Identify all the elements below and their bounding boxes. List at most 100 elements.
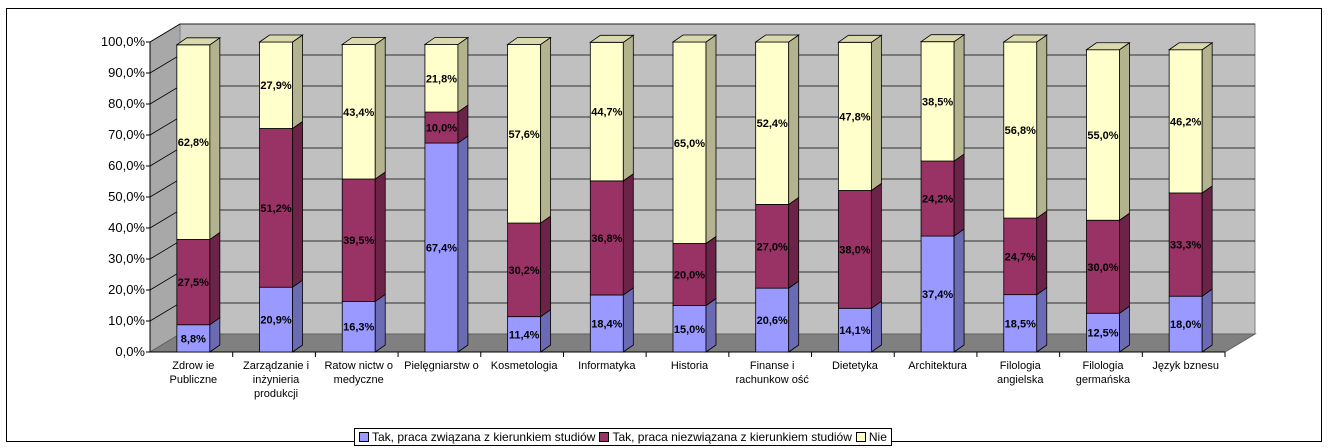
bar-side <box>953 153 965 237</box>
bar-front <box>507 316 542 353</box>
bar-segment <box>1168 288 1213 353</box>
data-label: 46,2% <box>1170 116 1201 128</box>
bar-side <box>1036 286 1048 353</box>
bar-side <box>1036 210 1048 296</box>
bar-side <box>622 173 634 296</box>
x-tick-label: Pielęgniarstw o <box>404 360 479 372</box>
bar-top <box>919 34 966 43</box>
bar-front <box>341 44 376 180</box>
bar-side <box>292 34 303 130</box>
bar-front <box>1003 217 1038 296</box>
x-tick-label: Architektura <box>908 360 968 372</box>
data-label: 20,6% <box>757 315 788 327</box>
bar-side <box>953 33 965 162</box>
bar-front <box>424 111 459 144</box>
x-tick-label-line: Dietetyka <box>832 360 879 372</box>
bar-segment <box>506 36 552 224</box>
bar-side <box>374 171 386 303</box>
bar-segment <box>1167 41 1214 194</box>
x-tick-label: Filologia angielska <box>997 360 1044 386</box>
x-tick-label: Kosmetologia <box>491 360 559 372</box>
bar-side <box>1036 34 1048 219</box>
bar-segment <box>672 235 717 307</box>
bar-front <box>259 286 293 353</box>
legend: Tak, praca związana z kierunkiem studiów… <box>354 428 892 446</box>
bar-side <box>292 120 303 288</box>
bar-front <box>507 222 542 318</box>
bar-segment <box>755 196 800 289</box>
data-label: 10,0% <box>426 123 457 135</box>
bar-side <box>374 36 386 180</box>
data-label: 18,5% <box>1005 318 1036 330</box>
y-tick-label: 30,0% <box>108 251 145 266</box>
bar-segment <box>1002 34 1049 219</box>
data-label: 38,5% <box>922 96 953 108</box>
x-tick-label: Ratow nictw o medyczne <box>324 360 392 386</box>
legend-label-unrelated: Tak, praca niezwiązana z kierunkiem stud… <box>612 430 852 444</box>
data-label: 57,6% <box>509 129 540 141</box>
bar-segment <box>341 171 386 303</box>
bar-side <box>870 300 882 353</box>
x-tick-label-line: produkcji <box>254 388 298 400</box>
data-label: 16,3% <box>343 322 374 334</box>
legend-item-unrelated: Tak, praca niezwiązana z kierunkiem stud… <box>599 430 852 444</box>
data-label: 55,0% <box>1087 130 1118 142</box>
y-tick-label: 60,0% <box>108 158 145 173</box>
bar-front <box>507 44 542 224</box>
bar-front <box>1086 312 1120 353</box>
bar-front <box>920 235 955 353</box>
bar-front <box>1086 49 1120 221</box>
bar-side <box>622 287 634 353</box>
data-label: 38,0% <box>839 244 870 256</box>
bar-segment <box>589 173 634 296</box>
bar-front <box>1168 192 1203 297</box>
bar-top <box>340 37 387 45</box>
bar-segment <box>258 34 304 130</box>
legend-item-no: Nie <box>855 430 887 444</box>
x-tick-label-line: Pielęgniarstw o <box>404 360 479 372</box>
bar-segment <box>1086 305 1130 353</box>
bar-top <box>589 34 635 43</box>
bar-segment <box>341 293 386 353</box>
bar-front <box>672 243 707 306</box>
data-label: 43,4% <box>343 107 374 119</box>
x-tick-label-line: medyczne <box>334 374 384 386</box>
x-tick-label: Język bznesu <box>1152 360 1219 372</box>
y-tick-label: 80,0% <box>108 96 145 111</box>
data-label: 36,8% <box>591 233 622 245</box>
bar-top <box>1167 42 1214 51</box>
bar-side <box>540 36 552 224</box>
x-tick-label: Zdrow ie Publiczne <box>169 360 217 386</box>
data-label: 27,5% <box>178 277 209 289</box>
bar-segment <box>754 34 800 206</box>
y-tick-label: 70,0% <box>108 127 145 142</box>
data-label: 20,9% <box>260 315 291 327</box>
bar-side <box>457 36 469 113</box>
bar-side <box>622 34 634 182</box>
legend-label-related: Tak, praca związana z kierunkiem studiów <box>372 430 596 444</box>
bar-side <box>870 34 882 192</box>
bar-segment <box>423 36 470 113</box>
bar-side <box>209 37 221 241</box>
x-tick-label-line: Informatyka <box>578 360 636 372</box>
y-tick-label: 40,0% <box>108 220 145 235</box>
data-label: 65,0% <box>674 138 705 150</box>
data-label: 67,4% <box>426 243 457 255</box>
x-tick-label: Informatyka <box>578 360 636 372</box>
x-tick-label: Historia <box>671 360 709 372</box>
data-labels: 8,8% 27,5% 62,8% 20,9% 51,2% 27,9% 16,3% 39,5% 4… <box>178 73 1202 345</box>
bar-front <box>259 128 293 288</box>
bar-front <box>1003 294 1038 353</box>
x-tick-label-line: Filologia <box>1000 360 1042 372</box>
x-tick-label-line: germańska <box>1076 374 1131 386</box>
bar-segment <box>424 135 469 353</box>
bar-segment <box>920 228 965 353</box>
x-tick-label-line: Ratow nictw o <box>324 360 392 372</box>
bar-front <box>1168 295 1203 353</box>
x-tick-label-line: Język bznesu <box>1152 360 1219 372</box>
bar-top <box>1085 42 1131 51</box>
bar-front <box>755 204 790 289</box>
data-label: 30,2% <box>509 265 540 277</box>
bar-front <box>341 178 376 302</box>
